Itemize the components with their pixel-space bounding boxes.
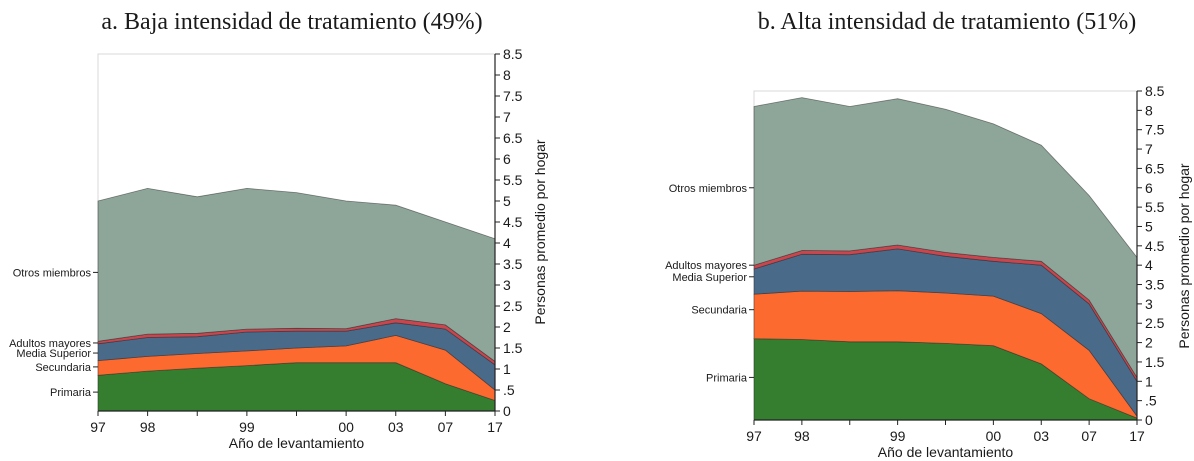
y-tick-label: 2 — [503, 319, 511, 335]
y-axis-label: Personas promedio por hogar — [532, 139, 548, 325]
x-tick-label: 99 — [890, 428, 906, 444]
y-tick-label: 5.5 — [1145, 199, 1165, 215]
y-tick-label: 7 — [1145, 141, 1153, 157]
y-tick-label: 3.5 — [1145, 277, 1165, 293]
x-tick-label: 03 — [388, 419, 404, 435]
x-axis-label: Año de levantamiento — [229, 435, 365, 451]
y-tick-label: 8.5 — [1145, 83, 1165, 99]
category-label: Primaria — [706, 372, 748, 384]
category-label: Adultos mayores — [665, 260, 747, 272]
category-label: Media Superior — [16, 348, 91, 360]
category-label: Media Superior — [672, 272, 747, 284]
category-label: Secundaria — [35, 362, 92, 374]
x-tick-label: 97 — [90, 419, 106, 435]
y-tick-label: 3 — [1145, 296, 1153, 312]
category-label: Adultos mayores — [9, 338, 91, 350]
chart-panel-b: 0 .5 1 1.5 2 2.5 3 3.5 4 4.5 5 5.5 6 6.5 7 7.5 8 8.5 Perso… — [665, 9, 1192, 460]
chart-panel-a: 0 .5 1 1.5 2 2.5 3 3.5 4 4.5 5 5.5 6 6.5 7 7.5 8 8.5 Perso… — [9, 9, 548, 451]
y-tick-label: .5 — [1145, 393, 1157, 409]
x-tick-label: 98 — [140, 419, 156, 435]
x-tick-label: 99 — [239, 419, 255, 435]
y-tick-label: 7.5 — [1145, 122, 1165, 138]
y-tick-label: 1.5 — [503, 340, 523, 356]
y-tick-label: 0 — [503, 403, 511, 419]
y-tick-label: 6.5 — [503, 130, 523, 146]
chart-title: b. Alta intensidad de tratamiento (51%) — [758, 9, 1137, 35]
category-label: Primaria — [50, 387, 92, 399]
y-tick-label: 2 — [1145, 335, 1153, 351]
x-tick-label: 98 — [794, 428, 810, 444]
x-tick-label: 00 — [338, 419, 354, 435]
y-tick-label: 1 — [1145, 373, 1153, 389]
y-tick-label: 5.5 — [503, 172, 523, 188]
y-tick-label: 1 — [503, 361, 511, 377]
y-tick-label: 0 — [1145, 412, 1153, 428]
y-tick-label: 5 — [1145, 218, 1153, 234]
y-tick-label: 4.5 — [1145, 238, 1165, 254]
x-tick-label: 03 — [1033, 428, 1049, 444]
category-label: Otros miembros — [669, 183, 748, 195]
y-tick-label: 4.5 — [503, 214, 523, 230]
y-tick-label: 4 — [1145, 257, 1153, 273]
y-tick-label: 5 — [503, 193, 511, 209]
category-label: Otros miembros — [13, 267, 92, 279]
x-tick-label: 07 — [1081, 428, 1097, 444]
y-tick-label: 8 — [503, 67, 511, 83]
y-tick-label: 2.5 — [503, 298, 523, 314]
y-tick-label: 7.5 — [503, 88, 523, 104]
y-tick-label: 3.5 — [503, 256, 523, 272]
x-tick-label: 17 — [487, 419, 503, 435]
y-tick-label: 6 — [1145, 180, 1153, 196]
y-tick-label: .5 — [503, 382, 515, 398]
category-label: Secundaria — [691, 305, 748, 317]
chart-title: a. Baja intensidad de tratamiento (49%) — [101, 9, 482, 35]
y-tick-label: 3 — [503, 277, 511, 293]
y-tick-label: 6.5 — [1145, 160, 1165, 176]
x-tick-label: 07 — [438, 419, 454, 435]
y-tick-label: 4 — [503, 235, 511, 251]
y-tick-label: 8 — [1145, 102, 1153, 118]
x-tick-label: 00 — [986, 428, 1002, 444]
y-tick-label: 7 — [503, 109, 511, 125]
y-tick-label: 2.5 — [1145, 315, 1165, 331]
y-tick-label: 1.5 — [1145, 354, 1165, 370]
x-tick-label: 17 — [1129, 428, 1145, 444]
y-tick-label: 8.5 — [503, 46, 523, 62]
y-tick-label: 6 — [503, 151, 511, 167]
y-axis-label: Personas promedio por hogar — [1176, 163, 1192, 349]
x-tick-label: 97 — [746, 428, 762, 444]
x-axis-label: Año de levantamiento — [878, 444, 1014, 460]
